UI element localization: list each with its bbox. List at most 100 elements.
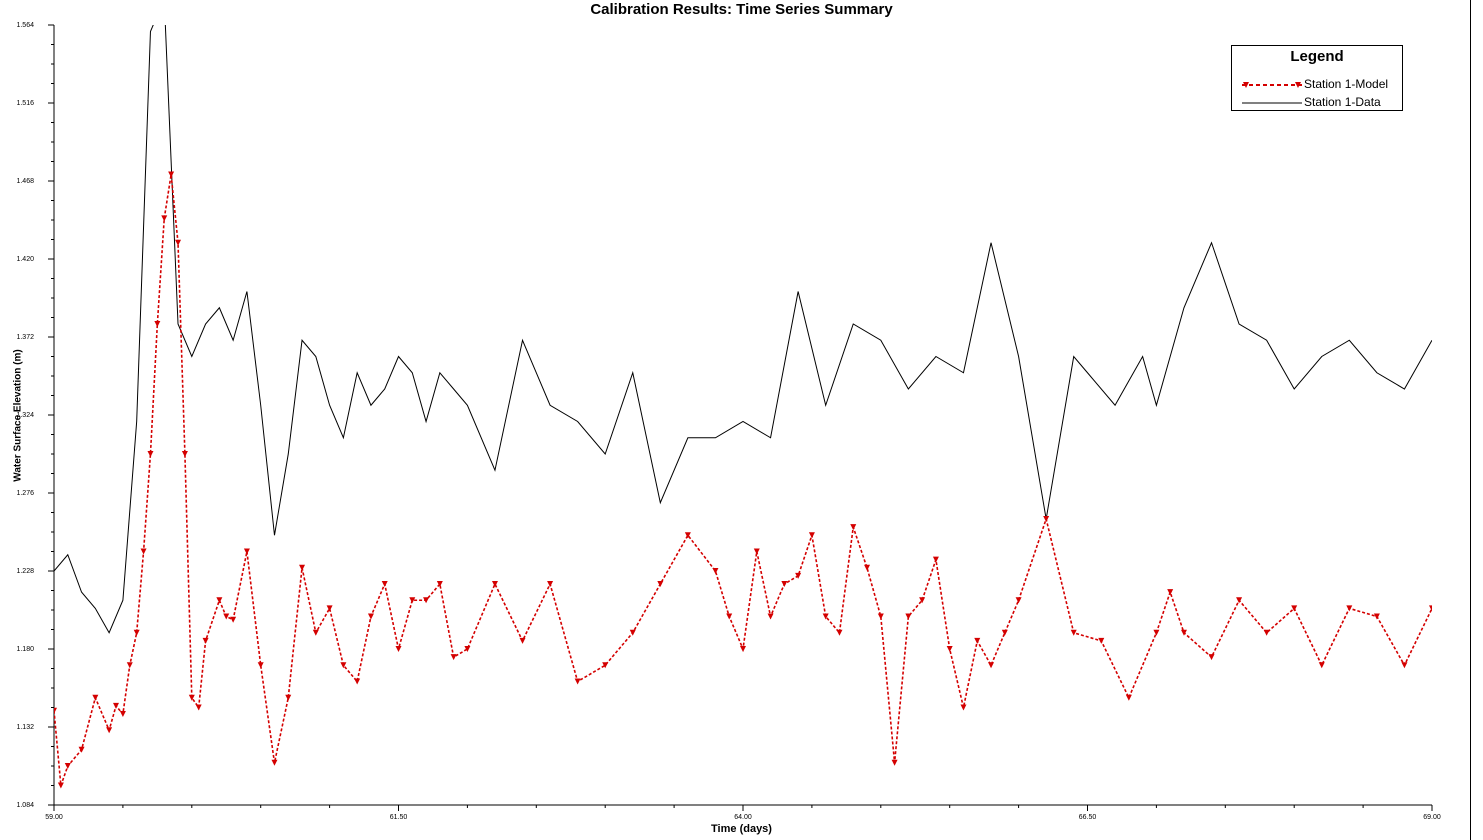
model-point — [850, 524, 857, 531]
model-point — [1346, 605, 1353, 612]
model-point — [223, 613, 230, 620]
model-point — [1070, 629, 1077, 636]
model-point — [409, 597, 416, 604]
model-point — [436, 581, 443, 587]
model-point — [257, 662, 264, 669]
model-point — [1001, 629, 1008, 636]
model-point — [491, 581, 498, 587]
model-point — [684, 532, 691, 539]
model-point — [395, 646, 402, 652]
y-tick-label: 1.132 — [16, 724, 34, 731]
model-point — [974, 637, 981, 644]
model-point — [450, 654, 457, 661]
model-point — [1180, 629, 1187, 636]
model-point — [1263, 629, 1270, 636]
legend-model-label: Station 1-Model — [1304, 77, 1389, 91]
model-point — [1125, 694, 1132, 701]
y-tick-label: 1.516 — [16, 100, 34, 107]
x-axis-label: Time (days) — [711, 823, 772, 835]
model-point — [891, 759, 898, 766]
model-point — [822, 613, 829, 620]
y-tick-label: 1.084 — [16, 802, 34, 809]
model-point — [340, 662, 347, 669]
model-point — [78, 746, 85, 753]
y-tick-label: 1.228 — [16, 568, 34, 575]
x-tick-label: 69.00 — [1423, 814, 1441, 821]
model-point — [216, 597, 223, 604]
model-point — [919, 597, 926, 604]
model-point — [113, 702, 120, 709]
model-point — [168, 171, 175, 178]
model-point — [574, 678, 581, 685]
model-point — [195, 704, 202, 711]
model-point — [354, 678, 361, 685]
model-point — [423, 597, 430, 604]
model-point — [808, 532, 815, 539]
model-point — [1373, 613, 1380, 620]
y-tick-label: 1.180 — [16, 646, 34, 653]
model-point — [381, 581, 388, 587]
model-point — [1153, 629, 1160, 636]
chart-title: Calibration Results: Time Series Summary — [590, 1, 893, 18]
model-point — [1318, 662, 1325, 669]
model-point — [905, 613, 912, 620]
model-point — [188, 694, 195, 701]
model-point — [175, 239, 182, 246]
model-point — [271, 759, 278, 766]
model-point — [140, 548, 147, 555]
model-point — [1208, 654, 1215, 661]
model-point — [312, 629, 319, 636]
x-tick-label: 59.00 — [45, 814, 63, 821]
model-point — [946, 646, 953, 652]
legend-data-swatch — [1242, 102, 1302, 104]
model-point — [877, 613, 884, 620]
model-point — [519, 637, 526, 644]
model-point — [726, 613, 733, 620]
model-point — [181, 451, 188, 457]
model-point — [243, 548, 250, 555]
model-point — [464, 646, 471, 652]
model-point — [119, 711, 126, 717]
legend-item-model: Station 1-Model — [1232, 77, 1402, 93]
model-point — [285, 694, 292, 701]
model-point — [161, 215, 168, 222]
model-point — [932, 556, 939, 563]
model-point — [781, 581, 788, 587]
model-point — [147, 451, 154, 457]
x-tick-label: 66.50 — [1079, 814, 1097, 821]
legend-title: Legend — [1290, 48, 1344, 65]
model-point — [1236, 597, 1243, 604]
model-point — [54, 707, 57, 714]
model-point — [1098, 637, 1105, 644]
model-point — [230, 616, 237, 623]
model-point — [836, 629, 843, 636]
y-tick-label: 1.372 — [16, 334, 34, 341]
model-point — [657, 581, 664, 587]
y-tick-label: 1.468 — [16, 178, 34, 185]
model-point — [1043, 516, 1050, 522]
y-tick-label: 1.564 — [16, 22, 34, 29]
model-point — [740, 646, 746, 652]
model-point — [57, 782, 64, 789]
model-point — [1167, 589, 1174, 596]
model-point — [795, 572, 802, 579]
model-point — [629, 629, 636, 636]
legend-data-label: Station 1-Data — [1304, 95, 1381, 109]
y-tick-label: 1.420 — [16, 256, 34, 263]
x-tick-label: 61.50 — [390, 814, 408, 821]
model-point — [64, 763, 71, 769]
model-point — [960, 704, 967, 711]
model-point — [753, 548, 760, 555]
model-point — [133, 629, 140, 636]
legend-item-data: Station 1-Data — [1232, 95, 1402, 111]
model-point — [1401, 662, 1408, 669]
model-point — [988, 662, 995, 669]
model-point — [154, 321, 161, 327]
model-point — [202, 637, 209, 644]
model-point — [92, 694, 99, 701]
model-point — [367, 613, 374, 620]
x-tick-label: 64.00 — [734, 814, 752, 821]
legend-model-swatch — [1242, 82, 1302, 88]
